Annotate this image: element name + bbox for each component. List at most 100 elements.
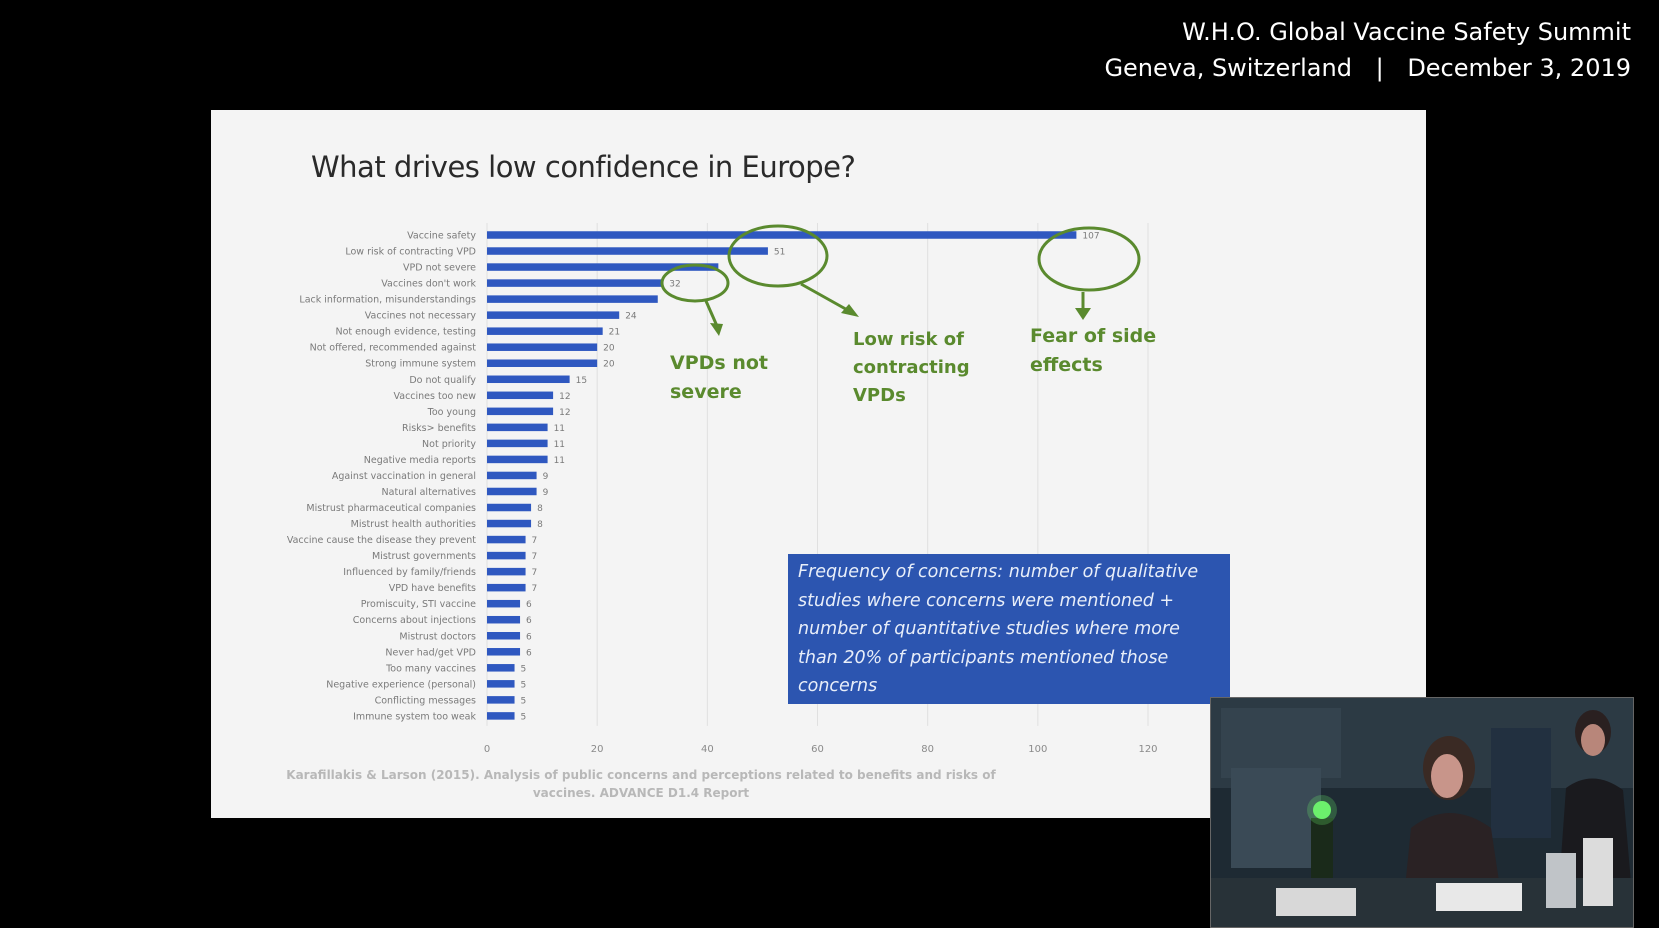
bar [487, 535, 526, 544]
annotation-fear-side-effects: Fear of side effects [1030, 325, 1157, 376]
value-label: 8 [537, 504, 543, 514]
arrow-head-icon [1075, 308, 1091, 320]
category-label: Too many vaccines [385, 663, 476, 674]
annotation-vpd-not-severe: VPDs not severe [670, 352, 768, 403]
value-label: 6 [526, 616, 532, 626]
bar [487, 423, 548, 432]
category-label: Mistrust governments [372, 551, 476, 562]
category-label: Not enough evidence, testing [336, 327, 476, 338]
bar [487, 279, 664, 287]
x-tick-label: 60 [811, 744, 824, 755]
bar [487, 503, 532, 512]
category-label: VPD have benefits [389, 583, 476, 594]
category-label: Vaccine safety [407, 231, 476, 242]
category-label: Vaccines not necessary [365, 311, 477, 322]
value-label: 107 [1082, 232, 1099, 242]
category-label: Too young [427, 407, 476, 418]
category-label: Do not qualify [409, 375, 476, 386]
value-label: 11 [554, 456, 565, 466]
annotation-circle-low-risk [727, 224, 829, 288]
x-tick-label: 80 [921, 744, 934, 755]
value-label: 24 [625, 312, 637, 322]
speaker-video-frame [1211, 698, 1633, 927]
presentation-slide: What drives low confidence in Europe? 0 2… [211, 110, 1426, 818]
event-separator: | [1375, 54, 1384, 82]
bar [487, 439, 548, 448]
bar [487, 375, 570, 384]
category-label: Concerns about injections [353, 615, 476, 626]
value-label: 5 [521, 664, 527, 674]
value-label: 9 [543, 472, 549, 482]
category-label: Against vaccination in general [332, 471, 476, 482]
bar [487, 696, 515, 704]
event-subtitle: Geneva, Switzerland | December 3, 2019 [1104, 50, 1631, 86]
bar [487, 551, 526, 560]
bar [487, 615, 521, 624]
category-label: VPD not severe [403, 263, 476, 274]
bar [487, 712, 515, 720]
x-tick-label: 20 [591, 744, 604, 755]
value-label: 6 [526, 632, 532, 642]
category-label: Not priority [422, 439, 476, 450]
bar [487, 263, 719, 271]
value-label: 11 [554, 440, 565, 450]
bar-chart: 0 20 40 60 80 100 120 Vaccine safety 107 Low risk… [287, 223, 1158, 755]
bar [487, 583, 526, 592]
value-label: 20 [603, 344, 615, 354]
category-label: Vaccines don't work [381, 279, 476, 290]
value-label: 21 [609, 328, 620, 338]
value-label: 9 [543, 488, 549, 498]
category-label: Strong immune system [365, 359, 476, 370]
bar [487, 680, 515, 688]
category-label: Mistrust doctors [399, 631, 476, 642]
category-label: Vaccine cause the disease they prevent [287, 535, 476, 546]
annotation-circle-fear [1037, 226, 1141, 292]
category-label: Vaccines too new [393, 391, 476, 402]
x-tick-label: 100 [1028, 744, 1047, 755]
bar [487, 599, 521, 608]
value-label: 5 [521, 680, 527, 690]
value-label: 5 [521, 696, 527, 706]
bar [487, 664, 515, 672]
speaker-video-overlay [1210, 697, 1634, 928]
x-tick-label: 120 [1138, 744, 1157, 755]
category-label: Natural alternatives [382, 487, 477, 498]
value-label: 7 [532, 536, 538, 546]
callout-box: Frequency of concerns: number of qualita… [788, 554, 1230, 704]
bar [487, 359, 598, 367]
category-label: Risks> benefits [402, 423, 476, 434]
annotation-arrow-low-risk [800, 282, 852, 314]
arrow-head-icon [841, 304, 859, 317]
bar [487, 343, 598, 351]
bar [487, 247, 768, 255]
category-label: Lack information, misunderstandings [299, 295, 476, 306]
value-label: 12 [559, 392, 570, 402]
category-label: Low risk of contracting VPD [345, 247, 476, 258]
value-label: 7 [532, 568, 538, 578]
value-label: 15 [576, 376, 587, 386]
bar [487, 471, 537, 480]
category-label: Never had/get VPD [385, 647, 476, 658]
bar [487, 455, 548, 464]
category-label: Not offered, recommended against [310, 343, 477, 354]
bar [487, 295, 658, 303]
bar [487, 519, 532, 528]
category-label: Mistrust pharmaceutical companies [306, 503, 476, 514]
annotation-low-risk: Low risk of contracting VPDs [853, 329, 970, 406]
x-tick-label: 40 [701, 744, 714, 755]
bar [487, 648, 521, 656]
slide-title: What drives low confidence in Europe? [311, 150, 856, 184]
bar [487, 327, 603, 335]
value-label: 32 [669, 280, 680, 290]
event-header: W.H.O. Global Vaccine Safety Summit Gene… [1104, 14, 1631, 86]
category-label: Mistrust health authorities [351, 519, 476, 530]
bar [487, 487, 537, 496]
category-label: Promiscuity, STI vaccine [361, 599, 476, 610]
bar [487, 407, 554, 416]
bar [487, 632, 521, 640]
annotation-arrow-vpd [704, 300, 719, 327]
value-label: 8 [537, 520, 543, 530]
value-label: 20 [603, 360, 615, 370]
category-label: Immune system too weak [353, 711, 476, 722]
x-tick-label: 0 [484, 744, 490, 755]
